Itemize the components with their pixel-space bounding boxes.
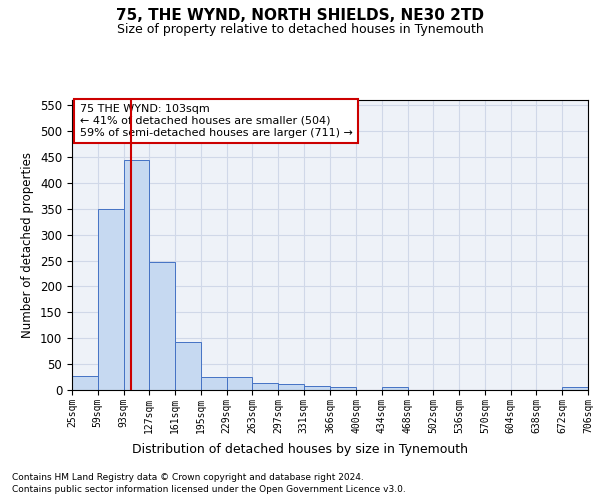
Text: Size of property relative to detached houses in Tynemouth: Size of property relative to detached ho…	[116, 22, 484, 36]
Bar	[331, 387, 356, 390]
Bar	[382, 388, 407, 390]
Text: 75 THE WYND: 103sqm
← 41% of detached houses are smaller (504)
59% of semi-detac: 75 THE WYND: 103sqm ← 41% of detached ho…	[80, 104, 353, 138]
Text: Contains HM Land Registry data © Crown copyright and database right 2024.: Contains HM Land Registry data © Crown c…	[12, 472, 364, 482]
Bar	[201, 377, 227, 390]
Text: 75, THE WYND, NORTH SHIELDS, NE30 2TD: 75, THE WYND, NORTH SHIELDS, NE30 2TD	[116, 8, 484, 22]
Bar	[253, 383, 278, 390]
Bar	[304, 386, 329, 390]
Y-axis label: Number of detached properties: Number of detached properties	[22, 152, 34, 338]
Bar	[227, 377, 253, 390]
Bar	[98, 209, 124, 390]
Bar	[124, 160, 149, 390]
Bar	[72, 376, 98, 390]
Bar	[562, 388, 588, 390]
Bar	[149, 262, 175, 390]
Text: Distribution of detached houses by size in Tynemouth: Distribution of detached houses by size …	[132, 442, 468, 456]
Bar	[175, 342, 201, 390]
Bar	[278, 384, 304, 390]
Text: Contains public sector information licensed under the Open Government Licence v3: Contains public sector information licen…	[12, 485, 406, 494]
